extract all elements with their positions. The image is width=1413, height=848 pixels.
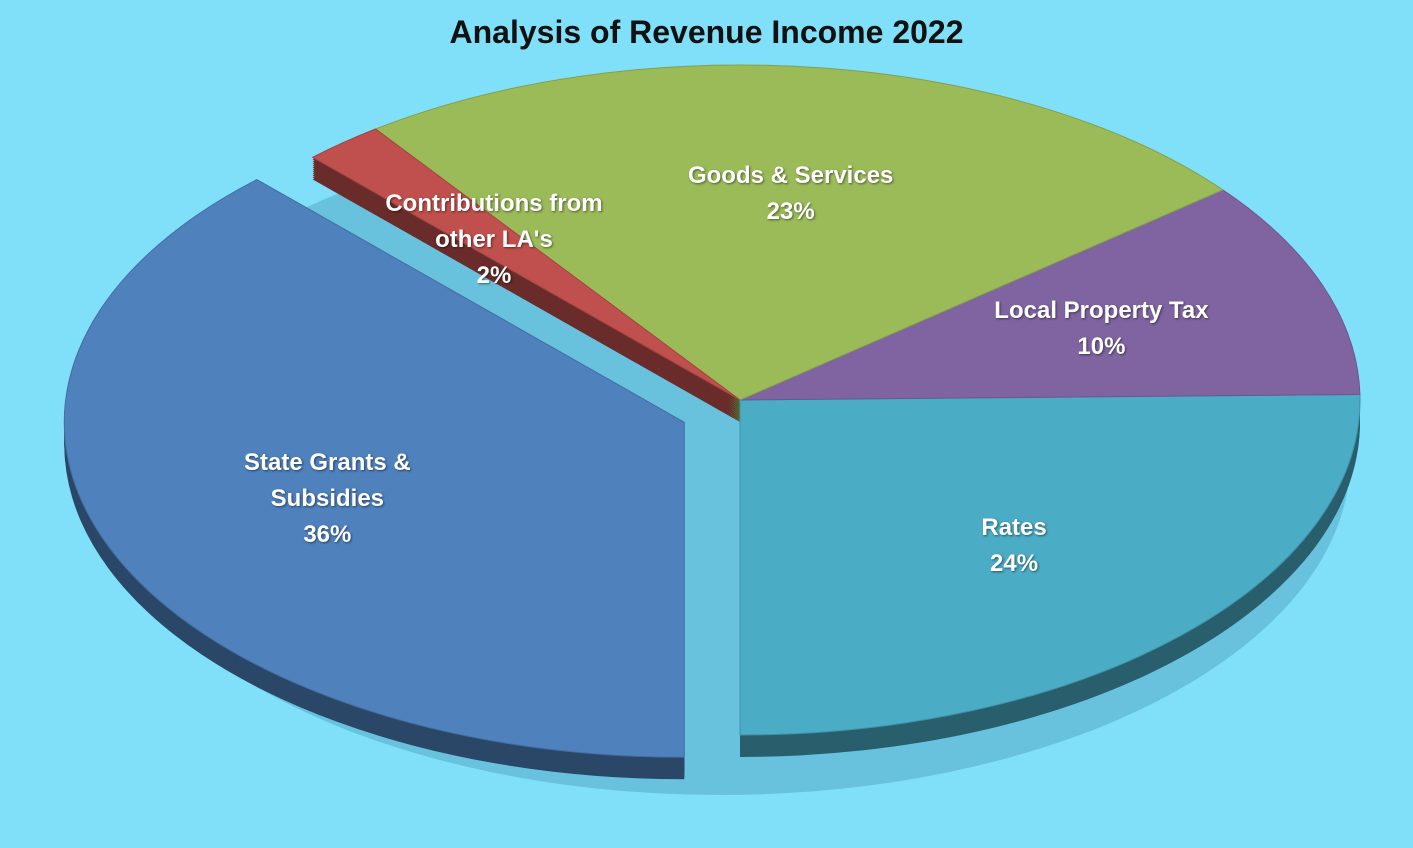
slice-percent: 10% (1077, 333, 1126, 361)
slice (374, 64, 1224, 401)
slice-percent: 24% (990, 549, 1039, 577)
slice-name: Contributions from other LA's (385, 190, 603, 254)
slice (311, 128, 741, 401)
slice-name: Goods & Services (687, 162, 894, 190)
chart-title: Analysis of Revenue Income 2022 (449, 14, 964, 50)
slice-label: Contributions from other LA's 2% (369, 186, 619, 294)
slice-name: Local Property Tax (994, 297, 1209, 325)
slice-label: Rates 24% (889, 510, 1139, 582)
slice-label: State Grants & Subsidies 36% (202, 445, 452, 553)
slice-label: Goods & Services 23% (666, 158, 916, 230)
slice-name: State Grants & Subsidies (243, 449, 411, 513)
slice-label: Local Property Tax 10% (976, 293, 1226, 365)
slice (63, 179, 685, 758)
slice (739, 393, 1361, 736)
slice-percent: 23% (766, 198, 815, 226)
slice-percent: 36% (303, 521, 352, 549)
slice-name: Rates (981, 513, 1047, 541)
slice (739, 189, 1361, 401)
slice-percent: 2% (476, 262, 512, 290)
